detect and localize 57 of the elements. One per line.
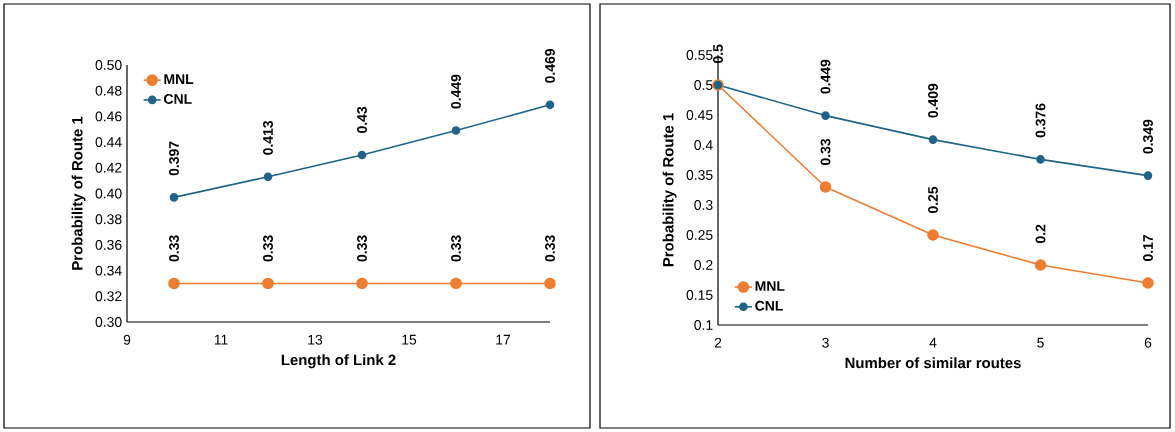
y-tick-label: 0.2 — [694, 260, 713, 270]
data-label: 0.469 — [545, 48, 555, 83]
data-label: 0.449 — [451, 74, 461, 109]
y-tick-label: 0.4 — [694, 140, 713, 150]
data-label: 0.33 — [169, 235, 179, 262]
y-tick-label: 0.48 — [95, 85, 122, 96]
data-label: 0.33 — [263, 235, 273, 262]
x-tick-label: 17 — [496, 334, 511, 345]
x-tick-label: 3 — [822, 337, 829, 348]
y-tick-label: 0.3 — [694, 200, 713, 210]
legend-label: MNL — [164, 74, 194, 84]
y-tick-label: 0.30 — [95, 317, 122, 327]
data-label: 0.409 — [928, 83, 938, 118]
y-tick-label: 0.40 — [95, 188, 122, 199]
y-axis-title: Probability of Route 1 — [662, 113, 677, 267]
x-tick-label: 13 — [308, 334, 323, 345]
data-label: 0.17 — [1143, 235, 1153, 261]
x-axis-title: Number of similar routes — [845, 357, 1021, 369]
y-tick-label: 0.15 — [686, 290, 713, 300]
x-tick-label: 6 — [1144, 337, 1152, 348]
data-label: 0.33 — [545, 235, 555, 262]
x-tick-label: 2 — [714, 337, 722, 348]
data-label: 0.33 — [820, 138, 831, 165]
legend-label: CNL — [164, 93, 192, 104]
legend-label: MNL — [755, 281, 785, 291]
x-tick-label: 11 — [214, 334, 228, 345]
y-tick-label: 0.36 — [95, 239, 122, 250]
data-label: 0.25 — [928, 186, 938, 213]
data-label: 0.376 — [1035, 103, 1046, 138]
y-axis-title: Probability of Route 1 — [71, 116, 86, 270]
y-tick-label: 0.45 — [686, 110, 713, 120]
x-tick-label: 5 — [1037, 337, 1044, 348]
y-tick-label: 0.32 — [95, 291, 122, 302]
data-label: 0.397 — [169, 141, 179, 176]
x-tick-label: 4 — [929, 337, 937, 348]
data-label: 0.449 — [820, 59, 831, 94]
y-tick-label: 0.1 — [694, 320, 713, 330]
data-label: 0.349 — [1143, 119, 1153, 154]
y-tick-label: 0.35 — [686, 170, 713, 180]
legend-label: CNL — [755, 300, 783, 311]
y-tick-label: 0.50 — [95, 60, 122, 70]
data-label: 0.413 — [263, 120, 273, 155]
x-axis-title: Length of Link 2 — [281, 354, 396, 369]
y-tick-label: 0.44 — [95, 137, 122, 148]
y-tick-label: 0.38 — [95, 214, 122, 225]
y-tick-label: 0.5 — [694, 80, 713, 90]
data-label: 0.33 — [357, 235, 367, 262]
y-tick-label: 0.46 — [95, 111, 122, 122]
data-label: 0.2 — [1035, 224, 1046, 243]
y-tick-label: 0.55 — [686, 50, 713, 60]
data-label: 0.33 — [451, 235, 461, 262]
y-tick-label: 0.25 — [686, 230, 713, 240]
data-label: 0.43 — [357, 106, 367, 133]
x-tick-label: 15 — [402, 334, 417, 345]
y-tick-label: 0.42 — [95, 162, 122, 173]
x-tick-label: 9 — [123, 334, 131, 345]
y-tick-label: 0.34 — [95, 265, 122, 276]
